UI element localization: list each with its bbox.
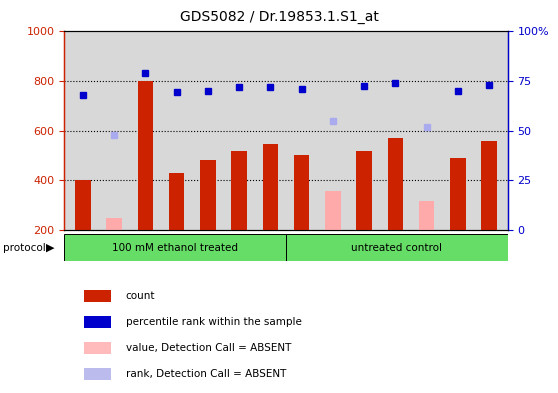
Bar xyxy=(64,234,286,261)
Bar xyxy=(263,144,278,230)
Bar xyxy=(387,138,403,230)
Text: GDS5082 / Dr.19853.1.S1_at: GDS5082 / Dr.19853.1.S1_at xyxy=(180,10,378,24)
Bar xyxy=(450,158,465,230)
Bar xyxy=(84,368,111,380)
Bar xyxy=(84,316,111,328)
Bar xyxy=(75,180,91,230)
Bar xyxy=(107,217,122,230)
Text: value, Detection Call = ABSENT: value, Detection Call = ABSENT xyxy=(126,343,291,353)
Bar xyxy=(286,234,508,261)
Bar xyxy=(84,342,111,354)
Bar xyxy=(84,290,111,302)
Bar xyxy=(356,151,372,230)
Bar xyxy=(200,160,216,230)
Text: count: count xyxy=(126,291,155,301)
Text: rank, Detection Call = ABSENT: rank, Detection Call = ABSENT xyxy=(126,369,286,379)
Bar xyxy=(294,156,309,230)
Bar xyxy=(418,201,434,230)
Bar xyxy=(232,151,247,230)
Bar xyxy=(325,191,340,230)
Bar xyxy=(138,81,153,230)
Text: 100 mM ethanol treated: 100 mM ethanol treated xyxy=(112,242,238,253)
Text: protocol: protocol xyxy=(3,242,46,253)
Bar xyxy=(481,141,497,230)
Text: percentile rank within the sample: percentile rank within the sample xyxy=(126,317,301,327)
Bar xyxy=(169,173,185,230)
Text: untreated control: untreated control xyxy=(352,242,442,253)
Text: ▶: ▶ xyxy=(46,242,55,253)
